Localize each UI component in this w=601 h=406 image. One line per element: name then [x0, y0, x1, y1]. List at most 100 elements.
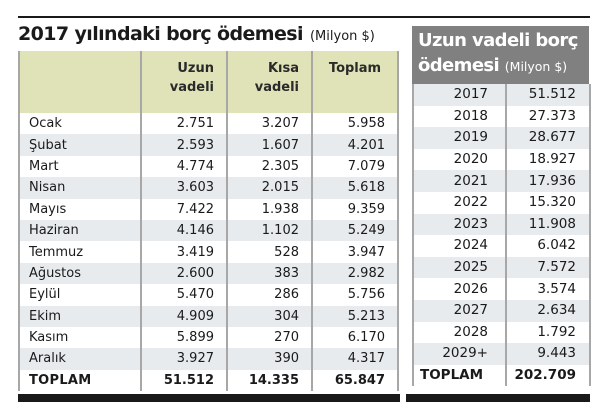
- total-long-term: 51.512: [140, 369, 227, 392]
- month-cell: Nisan: [18, 177, 141, 199]
- table-row: Ekim 4.909 304 5.213: [18, 305, 399, 327]
- right-header: Uzun vadeli borç ödemesi (Milyon $): [412, 26, 589, 84]
- table-row: 2020 18.927: [412, 148, 591, 171]
- month-cell: Ocak: [18, 113, 141, 135]
- table-row: 2017 51.512: [412, 84, 591, 106]
- header-long-term: Uzun vadeli: [140, 51, 227, 113]
- short-term-cell: 383: [226, 262, 312, 285]
- table-row: 2023 11.908: [412, 213, 591, 236]
- short-term-cell: 528: [226, 241, 312, 263]
- long-term-cell: 2.600: [140, 262, 227, 285]
- table-total-row: TOPLAM 51.512 14.335 65.847: [18, 369, 399, 392]
- month-cell: Ağustos: [18, 262, 141, 285]
- total-cell: 9.359: [311, 198, 399, 220]
- table-row: Ağustos 2.600 383 2.982: [18, 262, 399, 285]
- value-cell: 18.927: [506, 148, 591, 171]
- total-cell: 2.982: [311, 262, 399, 285]
- total-cell: 5.756: [311, 284, 399, 306]
- long-term-debt-table: 2017 51.512 2018 27.373 2019 28.677 2020 18.927…: [412, 84, 591, 387]
- table-row: Kasım 5.899 270 6.170: [18, 326, 399, 349]
- year-cell: 2020: [412, 148, 507, 171]
- header-total: Toplam: [311, 51, 399, 113]
- short-term-cell: 286: [226, 284, 312, 306]
- table-row: Aralık 3.927 390 4.317: [18, 348, 399, 370]
- year-cell: 2029+: [412, 343, 507, 365]
- right-title-unit: (Milyon $): [504, 59, 568, 74]
- total-label: TOPLAM: [412, 364, 507, 387]
- year-cell: 2023: [412, 213, 507, 236]
- total-cell: 4.201: [311, 134, 399, 156]
- year-cell: 2019: [412, 127, 507, 149]
- year-cell: 2021: [412, 170, 507, 192]
- table-row: Şubat 2.593 1.607 4.201: [18, 134, 399, 156]
- year-cell: 2028: [412, 321, 507, 344]
- short-term-cell: 1.102: [226, 219, 312, 242]
- header-short-term: Kısa vadeli: [226, 51, 312, 113]
- table-row: Haziran 4.146 1.102 5.249: [18, 219, 399, 242]
- total-cell: 4.317: [311, 348, 399, 370]
- month-cell: Eylül: [18, 284, 141, 306]
- table-row: Eylül 5.470 286 5.756: [18, 284, 399, 306]
- short-term-cell: 1.938: [226, 198, 312, 220]
- left-bottom-bar: [18, 394, 400, 402]
- table-row: 2025 7.572: [412, 256, 591, 279]
- left-title-main: 2017 yılındaki borç ödemesi: [18, 23, 303, 45]
- table-header-row: Uzun vadeli Kısa vadeli Toplam: [18, 51, 399, 113]
- table-row: 2028 1.792: [412, 321, 591, 344]
- total-cell: 5.618: [311, 177, 399, 199]
- year-cell: 2017: [412, 84, 507, 106]
- table-row: 2029+ 9.443: [412, 343, 591, 365]
- table-row: 2019 28.677: [412, 127, 591, 149]
- right-title-line2: ödemesi (Milyon $): [418, 55, 568, 76]
- value-cell: 7.572: [506, 256, 591, 279]
- long-term-cell: 4.146: [140, 219, 227, 242]
- year-cell: 2022: [412, 191, 507, 214]
- table-row: 2027 2.634: [412, 299, 591, 322]
- total-cell: 5.249: [311, 219, 399, 242]
- short-term-cell: 2.305: [226, 155, 312, 178]
- year-cell: 2025: [412, 256, 507, 279]
- long-term-debt-panel: Uzun vadeli borç ödemesi (Milyon $) 2017…: [412, 26, 591, 387]
- long-term-cell: 5.899: [140, 326, 227, 349]
- value-cell: 11.908: [506, 213, 591, 236]
- total-cell: 6.170: [311, 326, 399, 349]
- year-cell: 2024: [412, 235, 507, 257]
- table-row: Nisan 3.603 2.015 5.618: [18, 177, 399, 199]
- long-term-cell: 3.603: [140, 177, 227, 199]
- monthly-debt-table-panel: 2017 yılındaki borç ödemesi (Milyon $) U…: [18, 18, 400, 392]
- monthly-debt-table: Uzun vadeli Kısa vadeli Toplam Ocak 2.751…: [18, 51, 399, 392]
- total-value: 202.709: [506, 364, 591, 387]
- value-cell: 2.634: [506, 299, 591, 322]
- top-rule: [18, 16, 590, 18]
- total-cell: 7.079: [311, 155, 399, 178]
- value-cell: 17.936: [506, 170, 591, 192]
- value-cell: 6.042: [506, 235, 591, 257]
- long-term-cell: 4.774: [140, 155, 227, 178]
- table-row: 2022 15.320: [412, 191, 591, 214]
- value-cell: 28.677: [506, 127, 591, 149]
- table-row: 2024 6.042: [412, 235, 591, 257]
- value-cell: 1.792: [506, 321, 591, 344]
- table-row: 2018 27.373: [412, 105, 591, 128]
- month-cell: Aralık: [18, 348, 141, 370]
- long-term-cell: 4.909: [140, 305, 227, 327]
- table-row: Mayıs 7.422 1.938 9.359: [18, 198, 399, 220]
- total-cell: 3.947: [311, 241, 399, 263]
- year-cell: 2026: [412, 278, 507, 300]
- long-term-cell: 2.751: [140, 113, 227, 135]
- header-month: [18, 51, 141, 113]
- long-term-cell: 7.422: [140, 198, 227, 220]
- long-term-cell: 5.470: [140, 284, 227, 306]
- month-cell: Haziran: [18, 219, 141, 242]
- month-cell: Şubat: [18, 134, 141, 156]
- value-cell: 27.373: [506, 105, 591, 128]
- value-cell: 15.320: [506, 191, 591, 214]
- table-row: 2026 3.574: [412, 278, 591, 300]
- short-term-cell: 270: [226, 326, 312, 349]
- value-cell: 9.443: [506, 343, 591, 365]
- table-row: Mart 4.774 2.305 7.079: [18, 155, 399, 178]
- year-cell: 2027: [412, 299, 507, 322]
- table-row: Ocak 2.751 3.207 5.958: [18, 113, 399, 135]
- total-overall: 65.847: [311, 369, 399, 392]
- value-cell: 3.574: [506, 278, 591, 300]
